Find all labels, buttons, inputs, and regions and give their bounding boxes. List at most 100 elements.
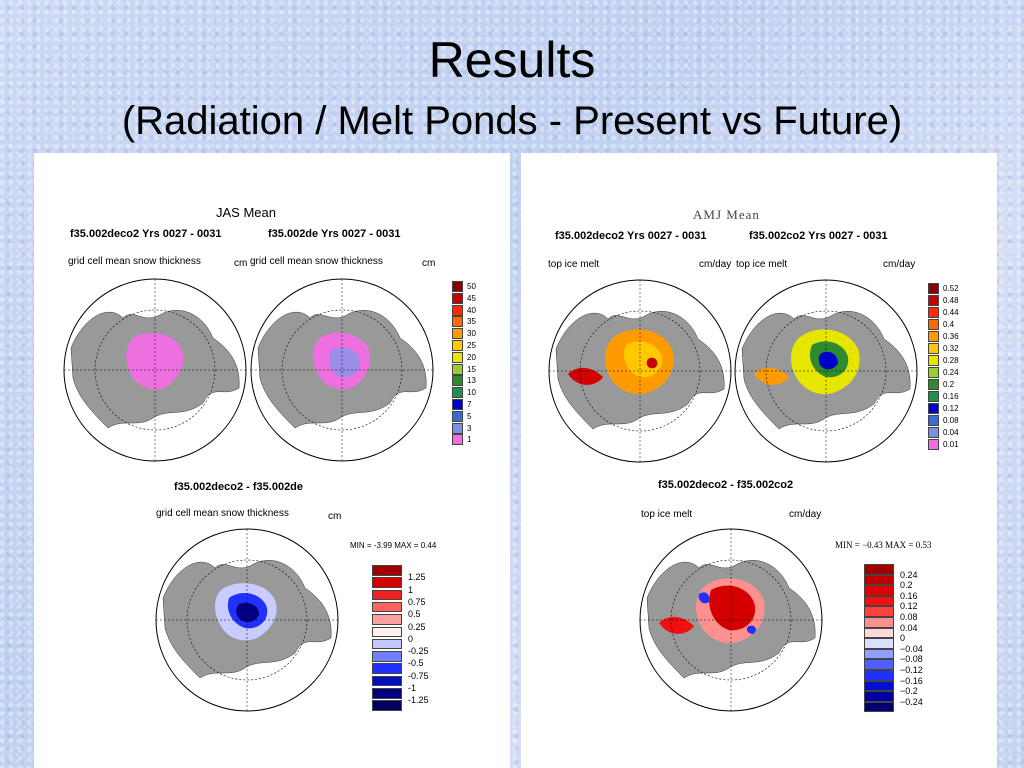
polar-map-present (548, 279, 732, 463)
colorbar-swatch (372, 577, 402, 588)
colorbar-swatch (864, 564, 894, 575)
colorbar-tick-label: 0.28 (943, 356, 959, 365)
colorbar-tick-label: 0.24 (900, 569, 918, 580)
colorbar-tick-label: -0.75 (408, 670, 429, 681)
colorbar-swatch (452, 422, 463, 434)
colorbar-tick-label: 15 (467, 364, 476, 374)
slide-subtitle: (Radiation / Melt Ponds - Present vs Fut… (121, 99, 903, 143)
colorbar-tick-label: 1.25 (408, 572, 426, 583)
colorbar-tick-label: 0.04 (943, 428, 959, 437)
colorbar-swatch (452, 304, 463, 316)
colorbar-swatch (372, 589, 402, 601)
colorbar-swatch (928, 439, 939, 450)
colorbar-swatch (928, 319, 939, 330)
colorbar-swatch (928, 391, 939, 402)
colorbar-swatch (452, 292, 463, 304)
diff-var-label: top ice melt (641, 509, 693, 520)
colorbar-swatch (372, 663, 402, 674)
top-ice-melt-figure: AMJ Mean f35.002deco2 Yrs 0027 - 0031 f3… (521, 153, 997, 768)
colorbar-tick-label: 0 (408, 633, 414, 644)
colorbar-tick-label: −0.04 (900, 643, 923, 654)
colorbar-tick-label: -1.25 (408, 695, 429, 706)
run-b-label: f35.002co2 Yrs 0027 - 0031 (749, 230, 888, 242)
var-a-label: top ice melt (548, 259, 600, 270)
colorbar-swatch (372, 675, 402, 687)
snow-thickness-figure: JAS Mean f35.002deco2 Yrs 0027 - 0031 f3… (34, 153, 510, 768)
colorbar-tick-label: 0.12 (943, 404, 959, 413)
colorbar-swatch (928, 367, 939, 378)
colorbar-swatch (372, 700, 402, 711)
colorbar-swatch (928, 379, 939, 390)
colorbar-tick-label: 0.4 (943, 320, 955, 329)
polar-map-future (250, 278, 434, 462)
colorbar-swatch (864, 627, 894, 639)
colorbar-tick-label: 25 (467, 341, 476, 350)
colorbar-swatch (864, 595, 894, 607)
colorbar-swatch (864, 648, 894, 660)
colorbar-swatch (372, 565, 402, 576)
diff-unit-label: cm/day (789, 509, 822, 520)
diff-title: f35.002deco2 - f35.002de (174, 481, 304, 493)
colorbar-swatch (372, 614, 402, 625)
colorbar-tick-label: 0.08 (943, 416, 959, 425)
colorbar-tick-label: -0.5 (408, 658, 424, 669)
colorbar-tick-label: −0.12 (900, 665, 923, 675)
colorbar-swatch (452, 399, 463, 410)
colorbar-swatch (864, 574, 894, 586)
run-a-label: f35.002deco2 Yrs 0027 - 0031 (555, 230, 707, 242)
colorbar-tick-label: −0.2 (900, 686, 918, 697)
unit-a-label: cm/day (699, 259, 732, 270)
colorbar-swatch (372, 626, 402, 637)
colorbar-tick-label: 0.01 (943, 440, 959, 449)
colorbar-swatch (452, 410, 463, 422)
colorbar-tick-label: 45 (467, 293, 476, 303)
colorbar-swatch (928, 427, 939, 438)
run-b-label: f35.002de Yrs 0027 - 0031 (268, 228, 401, 240)
colorbar-tick-label: 0 (900, 633, 906, 644)
figure-header: JAS Mean (216, 205, 276, 220)
colorbar-swatch (452, 434, 463, 446)
colorbar-tick-label: 3 (467, 423, 472, 433)
colorbar-tick-label: 0.16 (943, 392, 959, 401)
colorbar-swatch (864, 670, 894, 681)
colorbar-tick-label: 30 (467, 329, 476, 339)
colorbar-tick-label: 35 (467, 317, 476, 327)
diff-minmax: MIN = −0.43 MAX = 0.53 (835, 540, 932, 550)
diff-unit-label: cm (328, 511, 342, 522)
colorbar-swatch (928, 403, 939, 414)
colorbar-tick-label: -0.25 (408, 646, 429, 657)
colorbar-tick-label: 7 (467, 400, 472, 409)
colorbar-swatch (372, 651, 402, 662)
colorbar-tick-label: 5 (467, 411, 472, 421)
colorbar-tick-label: 0.2 (943, 380, 955, 389)
colorbar-swatch (864, 638, 894, 649)
colorbar-tick-label: −0.16 (900, 675, 923, 686)
colorbar-tick-label: 0.08 (900, 612, 918, 622)
colorbar-swatch (452, 340, 463, 351)
polar-map-difference (639, 528, 823, 712)
colorbar-tick-label: −0.08 (900, 654, 923, 665)
colorbar-tick-label: 13 (467, 376, 476, 386)
diff-minmax: MIN = -3.99 MAX = 0.44 (350, 541, 437, 550)
colorbar-swatch (864, 617, 894, 628)
colorbar-swatch (928, 307, 939, 318)
polar-map-present (63, 278, 247, 462)
colorbar-swatch (928, 343, 939, 354)
colorbar-swatch (864, 606, 894, 617)
colorbar-tick-label: 0.2 (900, 580, 913, 591)
colorbar-swatch (928, 331, 939, 342)
colorbar-swatch (372, 638, 402, 650)
colorbar-swatch (864, 701, 894, 713)
var-b-label: grid cell mean snow thickness (250, 256, 383, 267)
colorbar-swatch (864, 680, 894, 692)
colorbar-tick-label: 0.5 (408, 609, 421, 620)
unit-b-label: cm (422, 258, 436, 269)
polar-map-difference (155, 528, 339, 712)
colorbar-swatch (928, 283, 939, 294)
unit-b-label: cm/day (883, 259, 916, 270)
run-a-label: f35.002deco2 Yrs 0027 - 0031 (70, 228, 222, 240)
colorbar-swatch (928, 415, 939, 426)
colorbar-tick-label: 0.48 (943, 296, 959, 305)
colorbar-swatch (372, 601, 402, 613)
colorbar-swatch (452, 316, 463, 328)
